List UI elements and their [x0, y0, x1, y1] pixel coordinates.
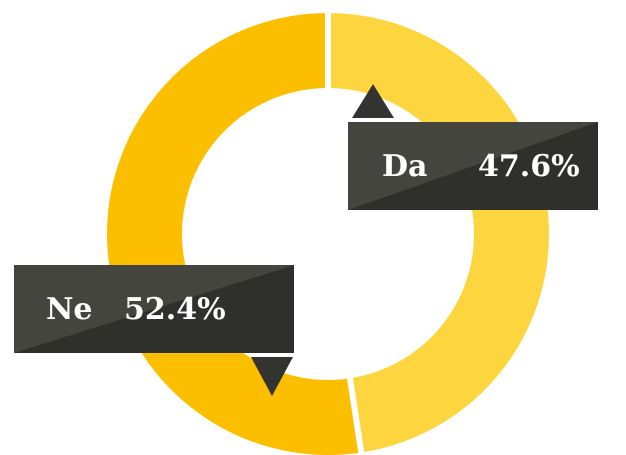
label-pointer: [251, 357, 293, 396]
slices: [101, 6, 555, 455]
labels: Da 47.6% Ne 52.4%: [14, 84, 598, 396]
label-box: [348, 122, 598, 210]
value-label: 47.6%: [478, 149, 580, 184]
value-label: 52.4%: [124, 292, 226, 327]
slice: [325, 6, 555, 455]
category-label: Ne: [46, 292, 93, 327]
label-box: [14, 265, 294, 353]
slice: [101, 6, 365, 455]
label-pointer: [352, 84, 394, 118]
category-label: Da: [382, 149, 427, 184]
